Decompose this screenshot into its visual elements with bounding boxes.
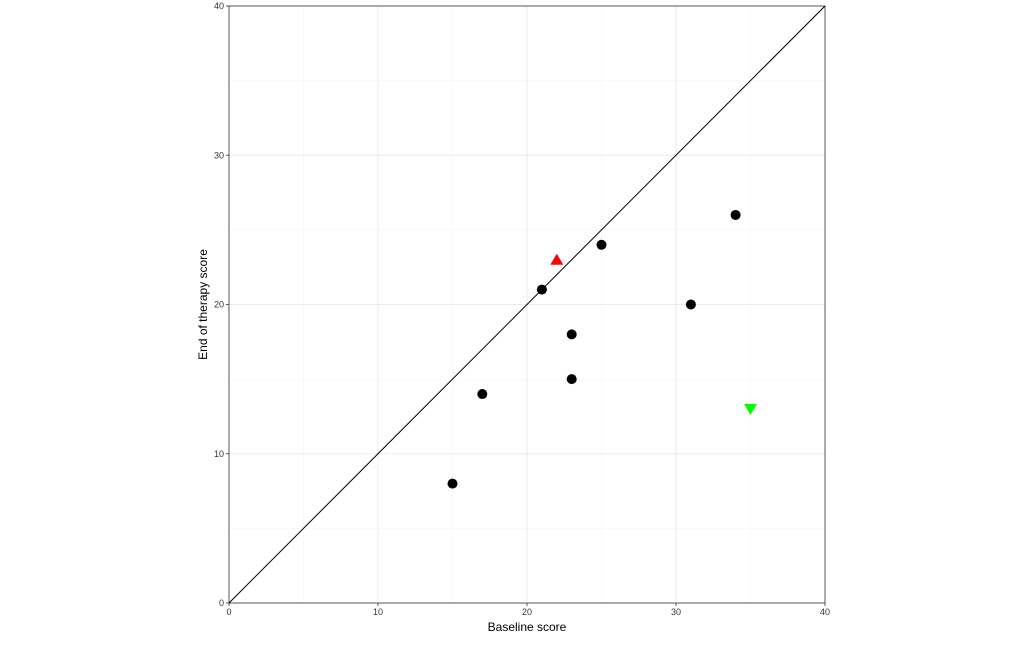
axis-ticks: 0 10 20 30 40 0 10 20 30 40 [214,1,830,617]
x-axis-title: Baseline score [488,620,567,634]
data-point [566,374,577,385]
data-point [477,389,488,400]
y-tick-label: 10 [214,449,224,459]
y-axis-title: End of therapy score [196,249,210,360]
data-points [447,209,757,489]
data-point-triangle-down [744,403,757,415]
data-point [730,209,741,220]
y-tick-label: 40 [214,1,224,11]
x-tick-label: 30 [671,607,681,617]
x-tick-label: 40 [820,607,830,617]
data-point [685,299,696,310]
y-tick-label: 30 [214,150,224,160]
y-tick-label: 20 [214,300,224,310]
x-tick-label: 10 [373,607,383,617]
data-point [566,329,577,340]
data-point [536,284,547,295]
data-point-triangle-up [550,253,564,265]
x-tick-label: 20 [522,607,532,617]
identity-reference-line [228,5,826,604]
y-tick-label: 0 [219,598,224,608]
data-point [447,478,458,489]
data-point [596,239,607,250]
x-tick-label: 0 [226,607,231,617]
